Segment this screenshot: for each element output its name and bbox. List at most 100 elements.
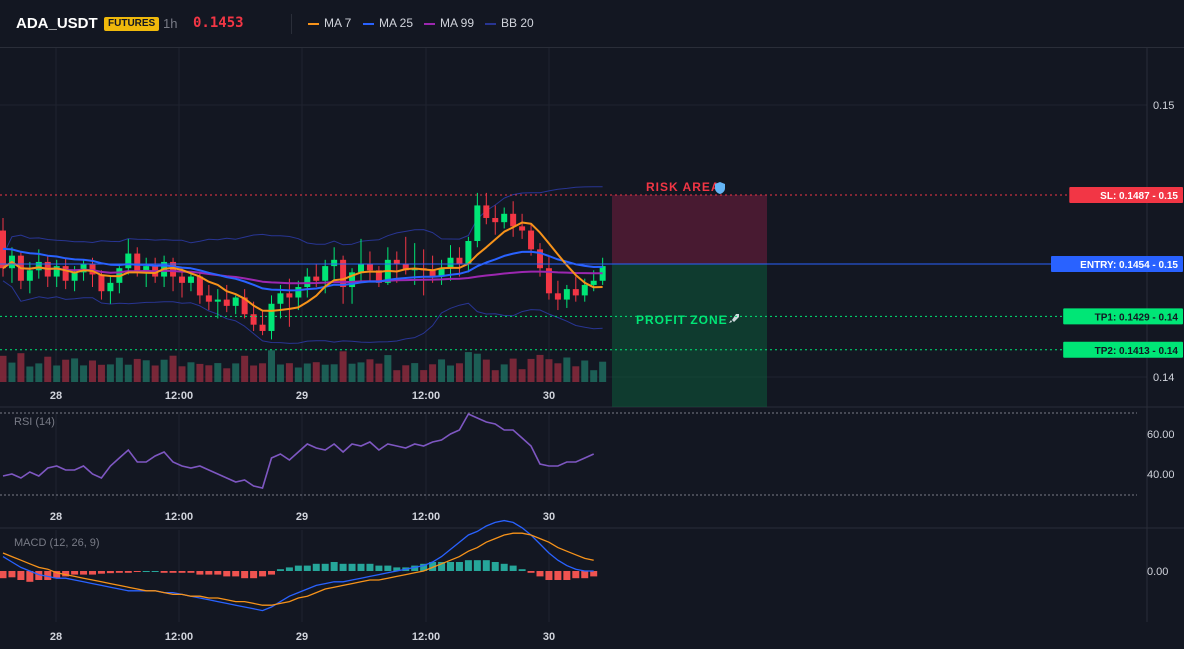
candle[interactable] <box>563 284 570 308</box>
macd-histogram-bar <box>71 571 79 575</box>
candle[interactable] <box>483 192 490 225</box>
macd-histogram-bar <box>303 565 311 571</box>
price-level-tag[interactable] <box>1063 341 1183 358</box>
candle[interactable] <box>17 251 24 290</box>
candle[interactable] <box>429 255 436 283</box>
volume-bar <box>581 360 589 382</box>
candle[interactable] <box>456 247 463 277</box>
macd-histogram-bar <box>26 571 34 582</box>
symbol-name[interactable]: ADA_USDT <box>16 15 98 32</box>
candle[interactable] <box>214 289 221 319</box>
legend-ma7[interactable]: MA 7 <box>308 16 351 30</box>
candle[interactable] <box>465 236 472 273</box>
candle-body <box>250 314 257 325</box>
candle[interactable] <box>8 247 15 283</box>
ma99-swatch-icon <box>424 22 435 25</box>
time-tick-label: 28 <box>50 631 62 643</box>
candle[interactable] <box>107 276 114 304</box>
candle[interactable] <box>349 268 356 304</box>
bb-lower-line <box>2 280 603 344</box>
candle[interactable] <box>205 284 212 311</box>
candle[interactable] <box>358 238 364 283</box>
candlesticks[interactable] <box>0 192 606 340</box>
candle[interactable] <box>393 251 400 283</box>
candle-body <box>456 257 463 265</box>
volume-bar <box>285 363 293 382</box>
candle[interactable] <box>572 276 579 302</box>
candle[interactable] <box>545 255 552 300</box>
candle[interactable] <box>241 289 248 319</box>
timeframe-label[interactable]: 1h <box>163 16 178 31</box>
rsi-title: RSI (14) <box>14 416 55 428</box>
macd-histogram-bar <box>572 571 580 579</box>
candle[interactable] <box>187 272 194 292</box>
candle[interactable] <box>286 278 293 327</box>
volume-bar <box>223 368 231 382</box>
candle[interactable] <box>125 238 132 275</box>
macd-histogram-bar <box>384 565 392 571</box>
candle[interactable] <box>62 257 69 290</box>
candle[interactable] <box>259 310 266 336</box>
volume-bar <box>447 365 454 382</box>
price-level-tag[interactable] <box>1069 186 1183 203</box>
volume-bar <box>572 366 580 382</box>
candle[interactable] <box>599 257 606 285</box>
candle[interactable] <box>474 192 481 248</box>
macd-histogram-bar <box>500 563 508 571</box>
legend-ma99[interactable]: MA 99 <box>424 16 474 30</box>
candle[interactable] <box>232 295 239 315</box>
macd-pane[interactable]: MACD (12, 26, 9) <box>0 519 598 612</box>
volume-bar <box>232 363 240 382</box>
volume-bars <box>0 350 607 382</box>
candle[interactable] <box>501 207 508 229</box>
candle-body <box>501 213 508 223</box>
volume-bar <box>491 370 499 382</box>
volume-bar <box>17 353 25 382</box>
candle[interactable] <box>492 205 499 235</box>
rsi-pane[interactable]: RSI (14) <box>2 412 595 489</box>
volume-bar <box>124 364 132 382</box>
volume-bar <box>554 363 562 382</box>
volume-bar <box>196 363 204 382</box>
candle[interactable] <box>375 266 382 288</box>
time-tick-label: 12:00 <box>165 390 193 402</box>
candle-body <box>519 226 526 231</box>
candle[interactable] <box>116 266 123 294</box>
candle-body <box>170 261 177 277</box>
candle[interactable] <box>26 261 33 294</box>
candle-body <box>268 303 275 331</box>
candle[interactable] <box>554 280 561 311</box>
volume-bar <box>375 363 383 382</box>
candle[interactable] <box>519 213 526 239</box>
candle[interactable] <box>295 280 302 311</box>
macd-histogram-bar <box>115 571 123 573</box>
macd-histogram-bar <box>447 562 454 571</box>
time-tick-label: 29 <box>296 390 308 402</box>
volume-bar <box>330 364 338 382</box>
price-level-tag[interactable] <box>1063 308 1183 325</box>
candle[interactable] <box>528 224 535 256</box>
candle[interactable] <box>510 201 517 237</box>
candle-body <box>537 249 543 269</box>
price-level-tag[interactable] <box>1051 256 1183 273</box>
macd-histogram-bar <box>473 560 481 571</box>
candle-body <box>241 297 248 315</box>
candle-body <box>205 295 212 302</box>
macd-histogram-bar <box>429 562 437 571</box>
volume-bar <box>366 359 374 382</box>
candle[interactable] <box>223 284 230 313</box>
candle[interactable] <box>170 257 177 292</box>
candle[interactable] <box>268 295 275 340</box>
price-level-label: ENTRY: 0.1454 - 0.15 <box>1080 260 1178 271</box>
volume-bar <box>500 364 508 382</box>
volume-bar <box>0 355 7 382</box>
volume-bar <box>590 370 598 382</box>
volume-bar <box>71 358 79 382</box>
candle[interactable] <box>366 251 373 281</box>
legend-bb20[interactable]: BB 20 <box>485 16 534 30</box>
legend-ma25[interactable]: MA 25 <box>363 16 413 30</box>
candle[interactable] <box>44 255 51 288</box>
candle[interactable] <box>179 268 185 298</box>
macd-histogram-bar <box>241 571 249 579</box>
